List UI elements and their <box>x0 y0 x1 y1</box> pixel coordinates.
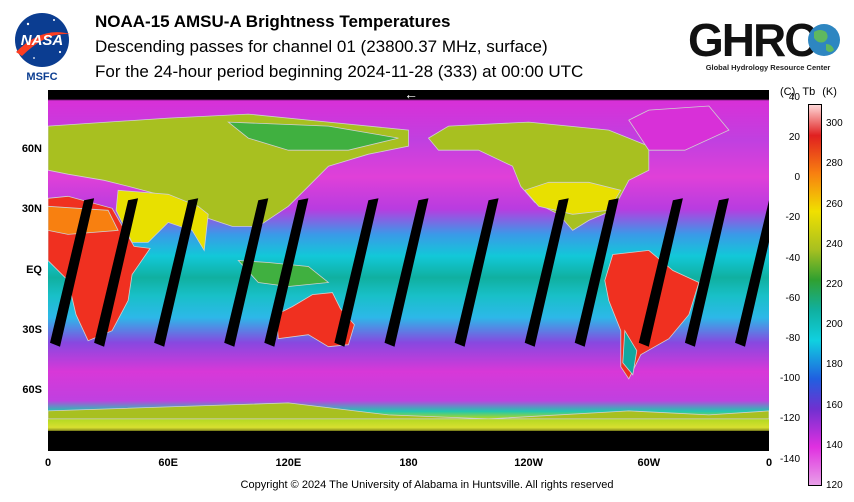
latitude-label: 60S <box>22 383 42 396</box>
land-andes <box>622 329 638 376</box>
colorbar-kelvin-tick: 120 <box>826 480 843 491</box>
colorbar <box>808 104 822 486</box>
colorbar-kelvin-tick: 160 <box>826 399 843 411</box>
longitude-label: 0 <box>44 457 52 469</box>
colorbar-unit-celsius: (C) <box>780 86 796 98</box>
land-siberia-cold <box>227 121 399 151</box>
colorbar-kelvin-tick: 140 <box>826 439 843 451</box>
longitude-label: 180 <box>399 457 418 469</box>
swath-gap <box>384 198 429 347</box>
swath-gaps <box>50 198 769 347</box>
page-title: NOAA-15 AMSU-A Brightness Temperatures <box>95 12 451 31</box>
nasa-logo: NASA MSFC <box>8 8 76 83</box>
colorbar-celsius-tick: -60 <box>785 292 800 304</box>
ghrc-logo: GHRC Global Hydrology Resource Center <box>688 10 848 78</box>
page-subtitle: Descending passes for channel 01 (23800.… <box>95 37 548 56</box>
land-antarctic-coast <box>48 402 769 420</box>
longitude-label: 120W <box>514 457 544 469</box>
swath-gap <box>735 200 769 347</box>
swath-gap <box>154 198 199 347</box>
land-australia <box>275 292 355 348</box>
swath-gap <box>334 198 379 347</box>
longitude-label: 60E <box>158 457 178 469</box>
colorbar-variable: Tb <box>802 86 816 98</box>
colorbar-header: (C) Tb (K) <box>780 86 837 98</box>
swath-gap <box>638 198 683 347</box>
nasa-logo-text: NASA <box>21 32 64 49</box>
land-greenland <box>628 105 730 151</box>
colorbar-celsius-tick: -20 <box>785 212 800 224</box>
swath-gap <box>94 198 139 347</box>
colorbar-kelvin-tick: 220 <box>826 278 843 290</box>
swath-gap <box>524 198 569 347</box>
colorbar-kelvin-tick: 280 <box>826 158 843 170</box>
longitude-label: 60W <box>637 457 661 469</box>
colorbar-kelvin-tick: 300 <box>826 118 843 130</box>
swath-gap <box>224 198 269 347</box>
colorbar-celsius-tick: 20 <box>788 131 800 143</box>
longitude-label: 0 <box>765 457 773 469</box>
latitude-label: EQ <box>26 263 42 276</box>
colorbar-celsius-tick: 0 <box>794 172 800 184</box>
swath-gap <box>454 198 499 347</box>
dateline-arrow: ← <box>404 86 418 102</box>
ghrc-logo-text: GHRC <box>688 14 816 66</box>
land-antarctica <box>48 430 769 451</box>
brightness-temperature-map <box>48 90 769 451</box>
swath-gap <box>684 198 729 347</box>
colorbar-celsius-tick: -100 <box>779 373 800 385</box>
colorbar-celsius-tick: 40 <box>788 91 800 103</box>
latitude-label: 60N <box>21 143 42 156</box>
swath-gap <box>264 198 309 347</box>
nasa-logo-caption: MSFC <box>26 71 57 82</box>
colorbar-kelvin-tick: 200 <box>826 319 843 331</box>
time-period: For the 24-hour period beginning 2024-11… <box>95 62 584 81</box>
colorbar-celsius-tick: -80 <box>785 332 800 344</box>
latitude-label: 30N <box>21 203 42 216</box>
ghrc-logo-caption: Global Hydrology Resource Center <box>706 63 831 72</box>
colorbar-celsius-tick: -120 <box>779 413 800 425</box>
colorbar-kelvin-tick: 260 <box>826 198 843 210</box>
swath-gap <box>50 198 95 347</box>
swath-gap <box>574 198 619 347</box>
colorbar-kelvin-tick: 180 <box>826 359 843 371</box>
latitude-label: 30S <box>22 323 42 336</box>
colorbar-celsius-tick: -140 <box>779 453 800 465</box>
colorbar-celsius-tick: -40 <box>785 252 800 264</box>
colorbar-unit-kelvin: (K) <box>822 86 837 98</box>
longitude-label: 120E <box>275 457 302 469</box>
copyright: Copyright © 2024 The University of Alaba… <box>240 479 614 491</box>
colorbar-kelvin-tick: 240 <box>826 238 843 250</box>
